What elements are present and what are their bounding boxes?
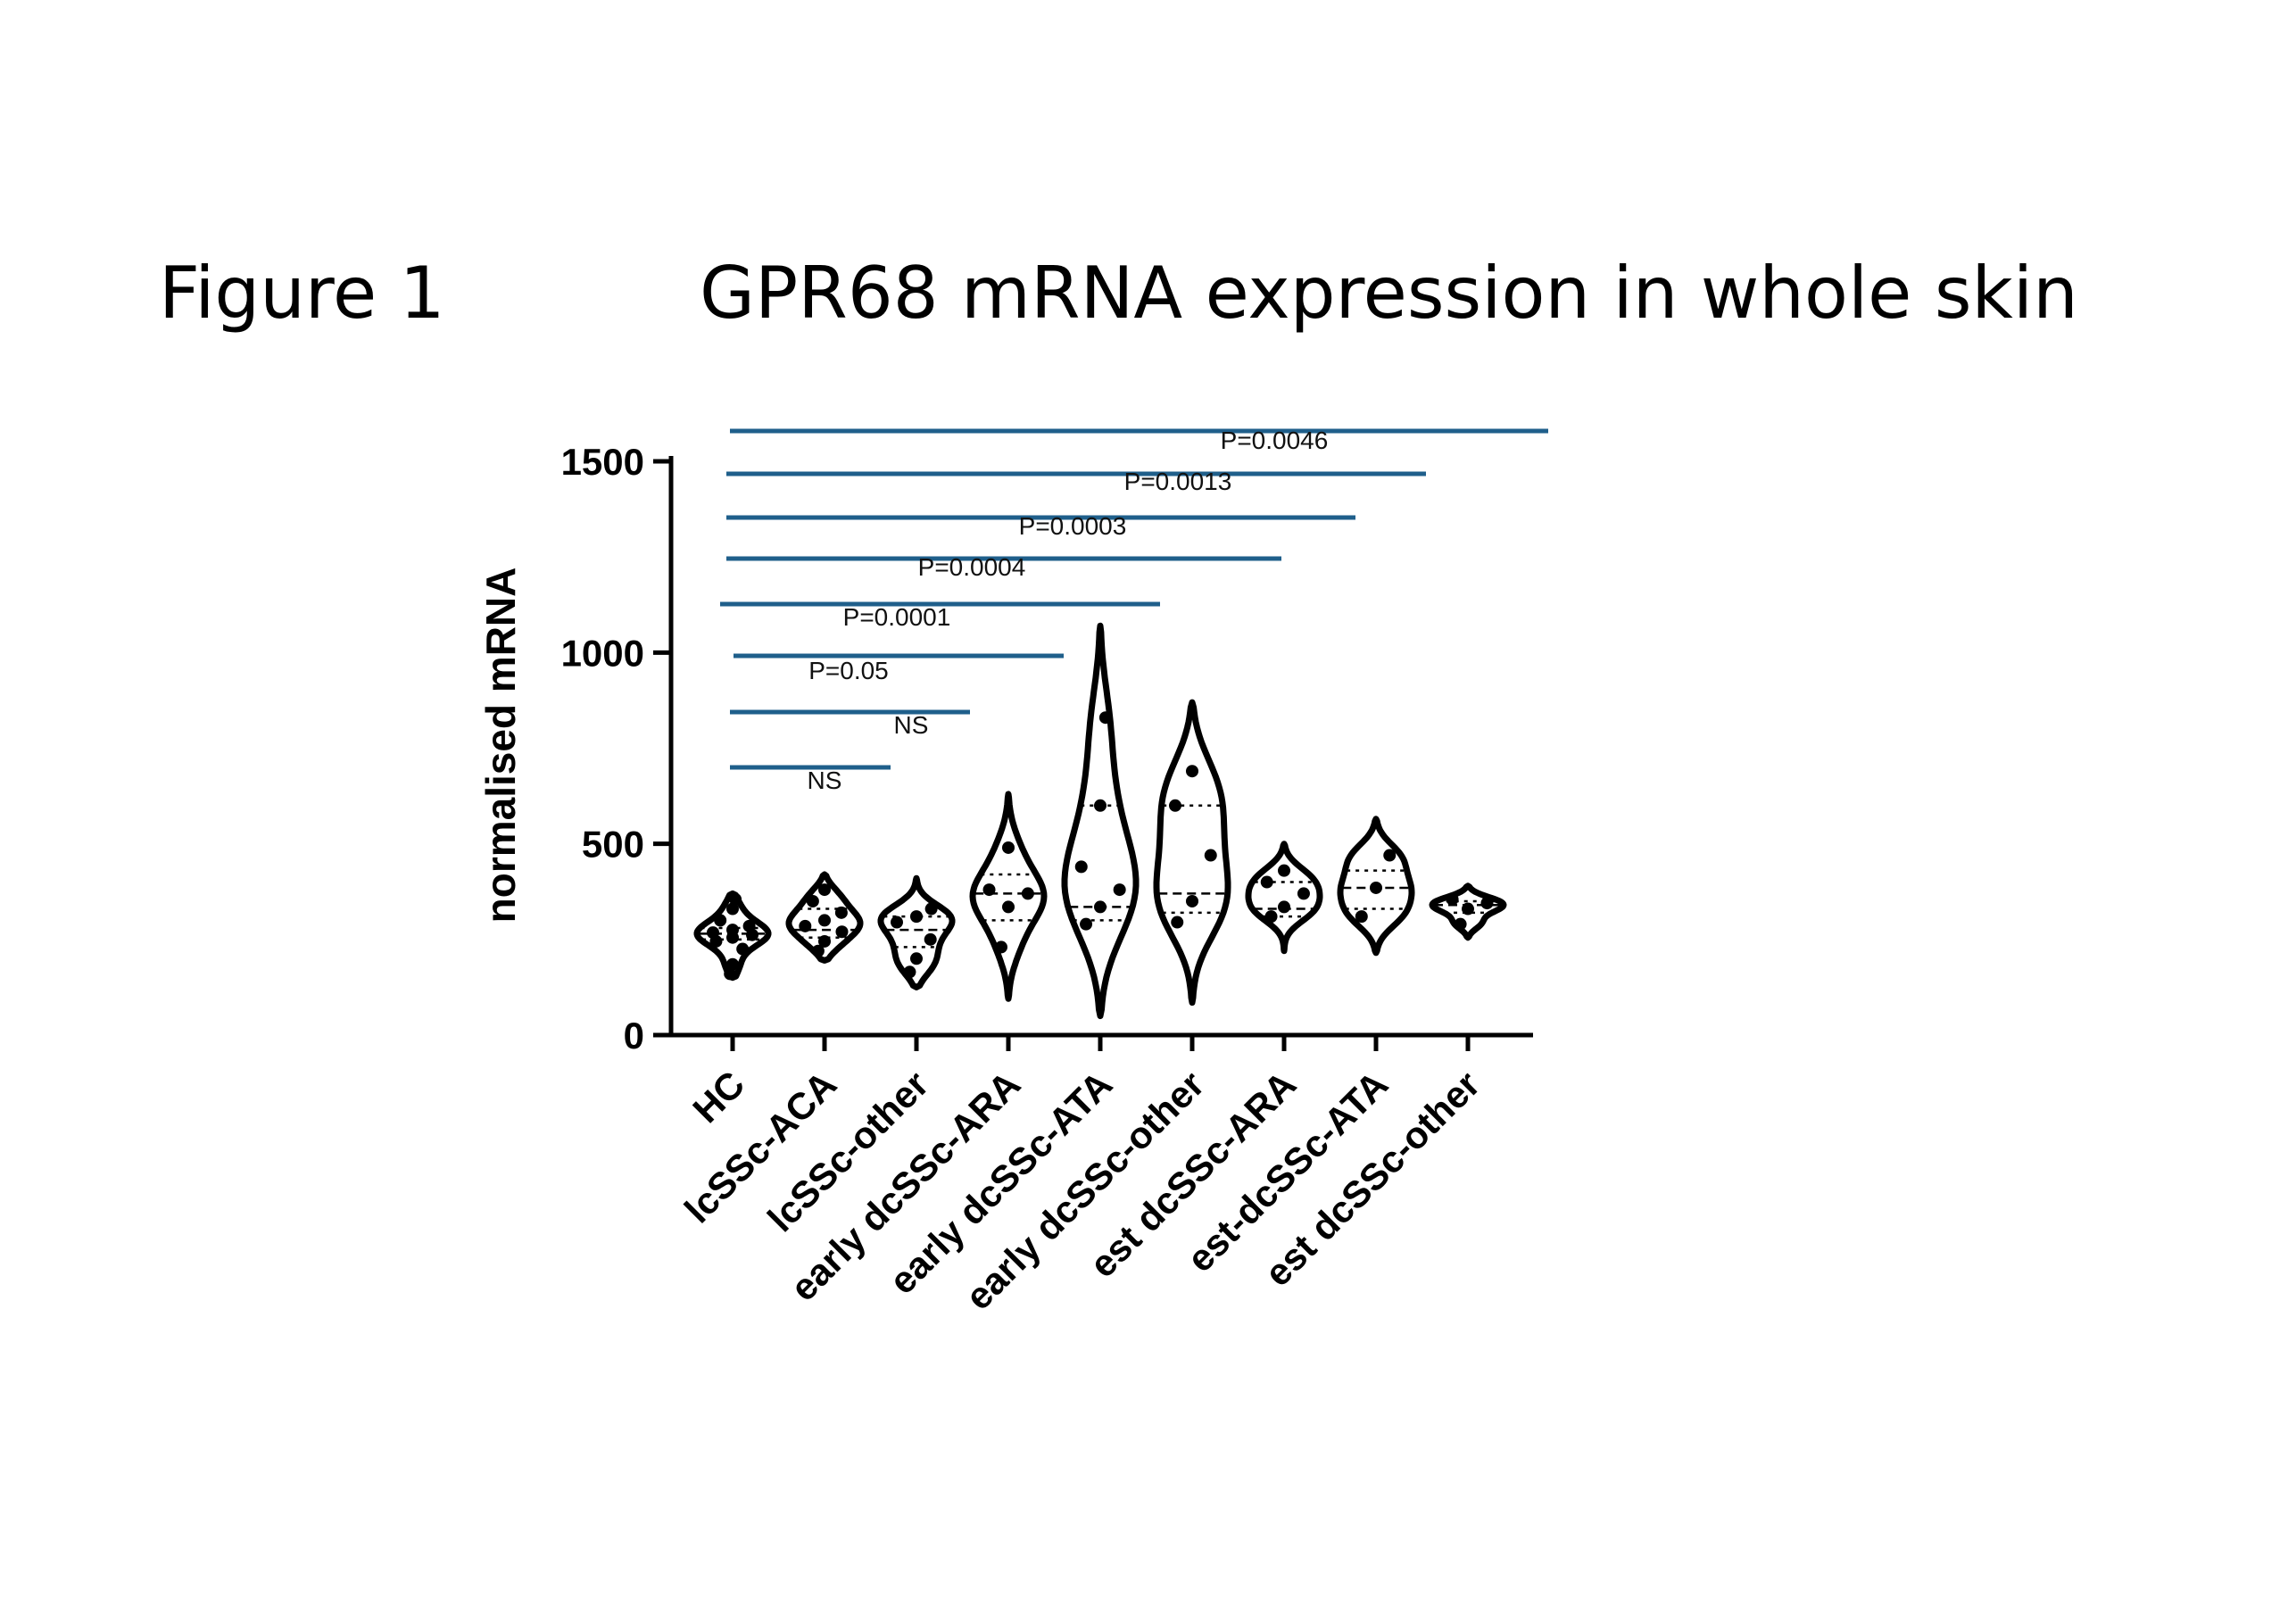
data-point xyxy=(724,967,737,981)
data-point xyxy=(1186,765,1198,778)
data-point xyxy=(1186,894,1198,907)
violin-group xyxy=(1061,622,1140,1020)
data-point xyxy=(903,965,916,979)
y-tick-label: 0 xyxy=(624,1015,644,1056)
data-point xyxy=(818,883,831,897)
data-point xyxy=(1264,910,1278,924)
y-axis-title: normalised mRNA xyxy=(477,568,524,924)
violin-group xyxy=(785,871,864,964)
data-point xyxy=(1446,892,1459,906)
violin-group xyxy=(693,890,772,982)
violin-shape xyxy=(1061,622,1140,1020)
p-value-label: P=0.0013 xyxy=(1124,468,1232,495)
data-point xyxy=(1480,897,1494,910)
violin-shape xyxy=(969,791,1048,1002)
violin-group xyxy=(1429,882,1507,941)
data-point xyxy=(924,902,938,916)
x-category-label: HC xyxy=(684,1063,752,1131)
p-value-label: P=0.0046 xyxy=(1221,427,1329,454)
data-point xyxy=(1260,875,1273,889)
p-value-label: P=0.0003 xyxy=(1019,512,1127,540)
data-point xyxy=(1171,916,1184,929)
data-point xyxy=(729,892,742,906)
data-point xyxy=(924,932,937,946)
data-point xyxy=(1297,887,1310,900)
data-point xyxy=(1094,799,1107,812)
data-point xyxy=(1462,902,1474,916)
data-point xyxy=(818,914,831,927)
data-point xyxy=(726,902,739,916)
data-point xyxy=(811,944,825,957)
figure-title: GPR68 mRNA expression in whole skin xyxy=(700,252,2078,335)
data-point xyxy=(834,906,848,919)
y-tick-label: 1000 xyxy=(561,632,644,674)
p-value-label: P=0.0001 xyxy=(843,603,951,631)
data-point xyxy=(806,894,819,907)
p-value-label: NS xyxy=(894,711,929,739)
data-point xyxy=(714,914,727,927)
violin-group xyxy=(1245,841,1323,955)
data-point xyxy=(1021,887,1034,900)
data-point xyxy=(707,926,720,940)
data-point xyxy=(1355,910,1368,924)
violin-shape xyxy=(877,874,956,990)
data-point xyxy=(1370,881,1382,894)
data-point xyxy=(1094,900,1107,914)
violin-group xyxy=(1153,699,1231,1007)
data-point xyxy=(726,957,739,971)
data-point xyxy=(1002,900,1015,914)
data-point xyxy=(994,940,1007,954)
figure-label: Figure 1 xyxy=(159,252,445,335)
p-value-label: P=0.05 xyxy=(808,657,889,684)
violin-group xyxy=(877,874,956,990)
data-point xyxy=(742,919,756,932)
p-value-label: P=0.0004 xyxy=(918,553,1026,581)
data-point xyxy=(1204,849,1217,862)
data-point xyxy=(982,883,996,897)
data-point xyxy=(736,942,750,956)
data-point xyxy=(910,910,923,924)
violin-group xyxy=(1337,816,1415,957)
data-point xyxy=(1002,841,1015,854)
data-point xyxy=(910,952,923,965)
data-point xyxy=(835,925,849,939)
violin-shape xyxy=(1153,699,1231,1007)
data-point xyxy=(1278,900,1290,914)
y-tick-label: 500 xyxy=(582,824,644,866)
data-point xyxy=(726,924,739,937)
data-point xyxy=(1168,799,1181,812)
data-point xyxy=(1278,864,1290,877)
violin-group xyxy=(969,791,1048,1002)
violins xyxy=(693,622,1507,1020)
data-point xyxy=(799,919,812,932)
significance-brackets: NSNSP=0.05P=0.0001P=0.0004P=0.0003P=0.00… xyxy=(720,427,1548,794)
data-point xyxy=(1454,917,1467,931)
violin-shape xyxy=(1245,841,1323,955)
p-value-label: NS xyxy=(808,766,842,794)
data-point xyxy=(1383,849,1397,862)
data-point xyxy=(891,916,904,929)
data-point xyxy=(1080,917,1093,931)
data-point xyxy=(1098,711,1112,725)
data-point xyxy=(1113,883,1126,897)
data-point xyxy=(818,934,831,948)
y-tick-label: 1500 xyxy=(561,441,644,483)
chart-axes: 0 500 1000 1500 xyxy=(561,441,1533,1056)
data-point xyxy=(1074,860,1088,874)
